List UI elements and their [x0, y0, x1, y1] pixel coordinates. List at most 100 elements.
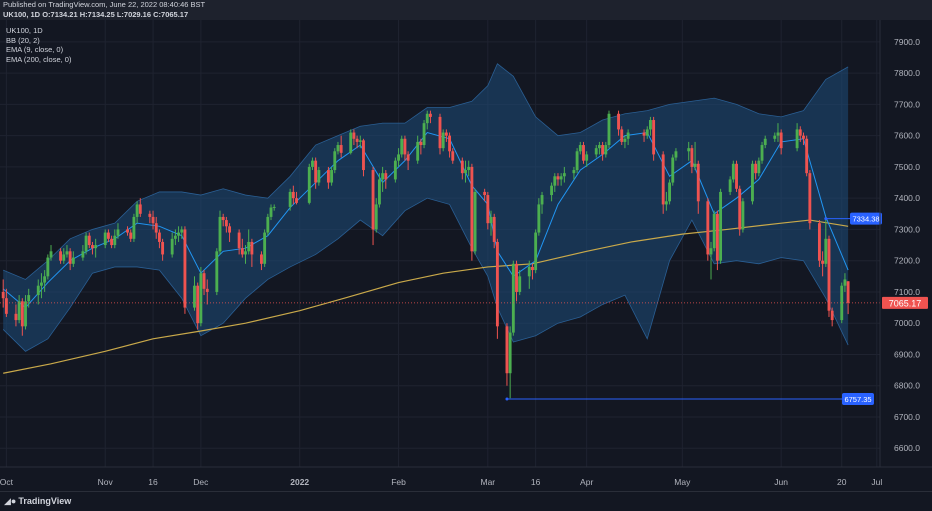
y-tick-label: 7500.0 [894, 162, 920, 172]
y-tick-label: 6700.0 [894, 412, 920, 422]
candle-body [464, 170, 467, 174]
candle-body [527, 266, 531, 277]
x-tick-label: May [674, 477, 691, 487]
candle-body [263, 232, 267, 264]
footer: ◢● TradingView [0, 491, 932, 511]
price-chart[interactable]: 7065.17 7334.38 6757.35 6600.0 6700.0 6800.0… [0, 20, 932, 491]
brand-text: TradingView [18, 496, 72, 506]
candle-body [43, 276, 47, 283]
chart-area[interactable]: 7065.17 7334.38 6757.35 6600.0 6700.0 6800.0… [0, 20, 932, 491]
candle-body [333, 151, 337, 171]
x-tick-label: Dec [193, 477, 209, 487]
y-tick-label: 7600.0 [894, 131, 920, 141]
low-marker-badge [842, 393, 874, 406]
x-tick-label: Mar [481, 477, 496, 487]
candle-body [802, 135, 805, 139]
candle-body [518, 276, 522, 292]
last-price-label: 7065.17 [889, 298, 922, 308]
legend-ema200[interactable]: EMA (200, close, 0) [6, 54, 72, 64]
tradingview-brand[interactable]: ◢● TradingView [4, 496, 71, 507]
publish-header: Published on TradingView.com, June 22, 2… [0, 0, 932, 20]
candle-body [754, 163, 758, 174]
candle-body [36, 285, 40, 296]
candle-body [429, 113, 432, 117]
candle-body [24, 301, 27, 327]
candle-body [719, 191, 723, 261]
candle-body [374, 204, 378, 230]
candle-body [218, 216, 222, 252]
candle-body [735, 163, 738, 189]
legend-ema9[interactable]: EMA (9, close, 0) [6, 45, 64, 54]
candle-body [4, 298, 8, 314]
candle-body [696, 163, 700, 202]
candle-body [381, 173, 385, 180]
x-axis: Oct Nov 16 Dec 2022 Feb Mar 16 Apr May Jun 20 Jul [0, 466, 932, 487]
candle-body [562, 173, 566, 177]
y-tick-label: 6800.0 [894, 381, 920, 391]
candle-body [336, 145, 340, 152]
candle-body [377, 179, 381, 205]
x-tick-label: Jun [774, 477, 788, 487]
candle-body [250, 241, 254, 255]
candle-body [317, 170, 321, 183]
candle-body [687, 148, 691, 152]
candle-body [170, 238, 174, 255]
candle-body [805, 138, 809, 174]
candle-body [425, 113, 429, 124]
candle-body [205, 288, 209, 292]
candle-body [87, 235, 91, 246]
candle-body [824, 238, 828, 264]
candle-body [511, 263, 515, 333]
candle-body [148, 213, 152, 217]
candle-body [59, 251, 63, 261]
candle-body [556, 176, 560, 180]
candle-body [352, 132, 356, 139]
candle-body [330, 170, 334, 183]
candle-body [821, 260, 825, 264]
candle-body [486, 195, 490, 224]
x-tick-label: Apr [580, 477, 593, 487]
legend-bb[interactable]: BB (20, 2) [6, 35, 40, 45]
candle-body [224, 220, 228, 227]
candle-body [728, 179, 732, 192]
candle-body [237, 232, 241, 249]
candle-body [339, 145, 343, 153]
candle-body [311, 160, 314, 167]
candle-body [531, 266, 534, 271]
candle-body [371, 170, 375, 230]
y-tick-label: 7400.0 [894, 193, 920, 203]
x-tick-label: 16 [531, 477, 541, 487]
candle-body [94, 245, 98, 249]
candle-body [196, 285, 200, 324]
candle-body [553, 176, 557, 186]
candle-body [154, 223, 158, 233]
candle-body [199, 273, 203, 324]
candle-body [620, 129, 624, 142]
candle-body [266, 216, 270, 233]
candle-body [709, 248, 713, 255]
x-tick-label: 2022 [290, 477, 309, 487]
candle-body [422, 123, 426, 146]
candle-body [668, 182, 671, 202]
candle-body [470, 166, 474, 252]
candle-body [712, 213, 716, 249]
candle-body [27, 295, 31, 302]
candle-body [221, 216, 225, 221]
candle-body [738, 188, 742, 230]
candle-body [664, 201, 668, 205]
candle-body [215, 251, 219, 292]
tradingview-logo-icon: ◢● [4, 496, 17, 506]
candle-body [326, 170, 330, 183]
candle-body [132, 216, 136, 239]
candle-body [840, 285, 844, 321]
candle-body [397, 154, 400, 161]
high-marker-badge [850, 212, 882, 225]
candle-body [84, 235, 88, 252]
candle-body [715, 213, 719, 261]
candle-body [1, 291, 5, 299]
candle-body [751, 163, 754, 202]
candle-body [617, 113, 620, 130]
candle-body [623, 138, 627, 142]
candle-body [244, 251, 247, 255]
candle-body [314, 160, 318, 183]
